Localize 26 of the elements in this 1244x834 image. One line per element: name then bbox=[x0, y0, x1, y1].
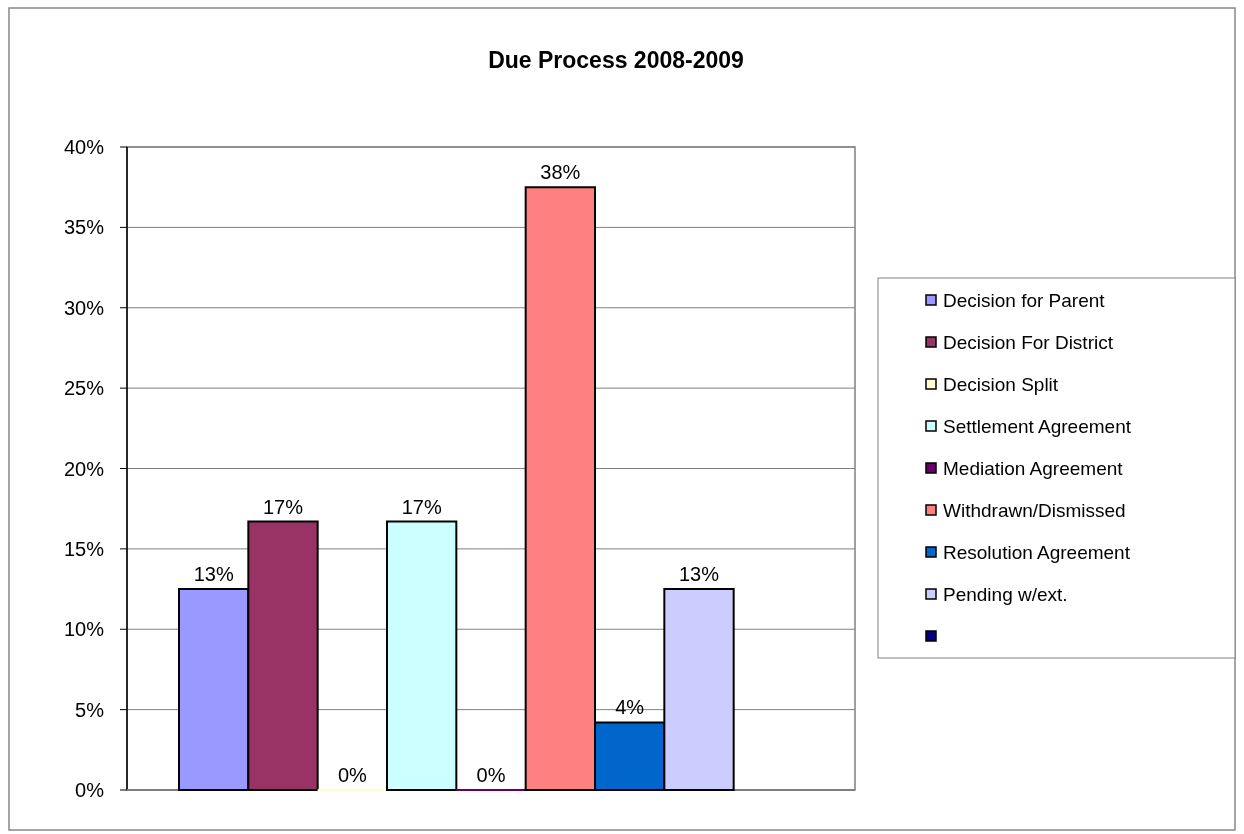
data-label: 13% bbox=[193, 563, 234, 586]
legend-label: Decision for Parent bbox=[943, 289, 1106, 311]
legend-label: Mediation Agreement bbox=[943, 457, 1124, 479]
y-tick-label: 0% bbox=[75, 779, 105, 801]
y-tick-label: 10% bbox=[63, 618, 105, 641]
y-tick-label: 30% bbox=[63, 296, 105, 319]
data-label: 13% bbox=[678, 563, 720, 586]
legend-label: Settlement Agreement bbox=[943, 415, 1132, 437]
legend-label: Decision For District bbox=[943, 331, 1114, 353]
legend-label: Withdrawn/Dismissed bbox=[943, 499, 1126, 521]
y-tick-label: 20% bbox=[63, 457, 105, 480]
y-tick-label: 5% bbox=[75, 698, 105, 721]
legend-label: Pending w/ext. bbox=[943, 583, 1068, 605]
y-tick-label: 40% bbox=[63, 136, 105, 158]
data-label: 0% bbox=[476, 764, 506, 786]
data-label: 17% bbox=[262, 495, 304, 518]
data-label: 38% bbox=[540, 161, 581, 184]
data-label: 0% bbox=[337, 764, 367, 786]
chart-title: Due Process 2008-2009 bbox=[488, 47, 744, 73]
legend-label: Resolution Agreement bbox=[943, 541, 1131, 563]
data-label: 17% bbox=[401, 495, 442, 518]
data-label: 4% bbox=[615, 696, 645, 719]
y-tick-label: 15% bbox=[63, 537, 105, 560]
legend-label: Decision Split bbox=[943, 373, 1059, 395]
y-tick-label: 35% bbox=[63, 216, 105, 239]
y-tick-label: 25% bbox=[63, 377, 105, 400]
